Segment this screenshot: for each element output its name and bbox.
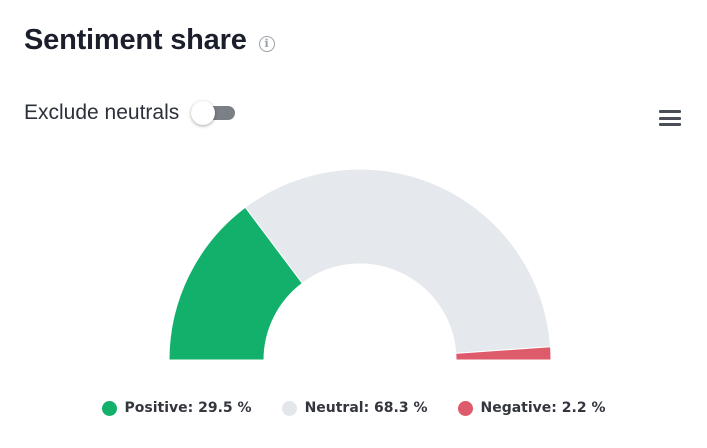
legend-label-negative: Negative: 2.2 % xyxy=(480,400,606,416)
info-icon[interactable]: i xyxy=(258,35,275,52)
legend-item-negative[interactable]: Negative: 2.2 % xyxy=(457,400,606,416)
gauge-slice-negative[interactable] xyxy=(455,346,552,361)
legend-dot-positive xyxy=(101,400,117,416)
hamburger-menu-icon[interactable] xyxy=(658,108,682,128)
toggle-knob xyxy=(191,101,216,125)
legend-dot-neutral xyxy=(281,400,297,416)
legend-label-neutral: Neutral: 68.3 % xyxy=(304,400,428,416)
exclude-neutrals-row: Exclude neutrals xyxy=(24,100,239,126)
legend-item-neutral[interactable]: Neutral: 68.3 % xyxy=(281,400,428,416)
chart-legend: Positive: 29.5 % Neutral: 68.3 % Negative:… xyxy=(0,400,707,416)
legend-dot-negative xyxy=(457,400,473,416)
widget-title: Sentiment share xyxy=(24,24,247,56)
gauge-slice-neutral[interactable] xyxy=(244,168,552,354)
exclude-neutrals-toggle[interactable] xyxy=(191,100,239,126)
legend-label-positive: Positive: 29.5 % xyxy=(124,400,252,416)
exclude-neutrals-label: Exclude neutrals xyxy=(24,101,180,124)
title-row: Sentiment share i xyxy=(24,24,275,57)
legend-item-positive[interactable]: Positive: 29.5 % xyxy=(101,400,252,416)
gauge-slice-positive[interactable] xyxy=(168,206,304,361)
